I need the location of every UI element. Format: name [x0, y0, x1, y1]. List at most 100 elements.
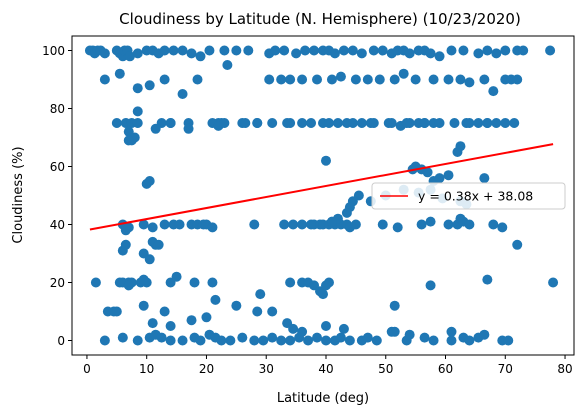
x-tick-label: 40	[318, 362, 333, 376]
x-tick-label: 80	[557, 362, 572, 376]
data-point	[159, 74, 170, 85]
data-point	[479, 173, 490, 184]
data-point	[347, 118, 358, 128]
x-tick-label: 0	[83, 362, 91, 376]
data-point	[153, 239, 164, 250]
data-point	[323, 118, 334, 128]
data-point	[159, 45, 170, 56]
data-point	[392, 222, 403, 233]
data-point	[434, 118, 445, 128]
data-point	[335, 71, 346, 82]
data-point	[150, 123, 161, 134]
data-point	[464, 219, 475, 230]
data-point	[377, 45, 388, 56]
data-point	[320, 155, 331, 166]
data-point	[350, 219, 361, 230]
data-point	[285, 277, 296, 288]
data-point	[512, 74, 523, 85]
data-point	[111, 118, 122, 128]
data-point	[356, 48, 367, 59]
data-point	[144, 254, 155, 265]
data-point	[368, 45, 379, 56]
data-point	[350, 74, 361, 85]
data-point	[174, 219, 185, 230]
data-point	[389, 300, 400, 311]
data-point	[186, 48, 197, 59]
data-point	[338, 323, 349, 334]
x-axis: 0 10 20 30 40 50 60 70 80	[83, 355, 573, 376]
data-point	[282, 118, 293, 128]
data-point	[291, 48, 302, 59]
data-point	[443, 170, 454, 181]
data-point	[497, 222, 508, 233]
data-point	[512, 239, 523, 250]
data-point	[347, 45, 358, 56]
data-point	[455, 74, 466, 85]
data-point	[482, 118, 493, 128]
data-point	[258, 335, 269, 346]
data-point	[371, 335, 382, 346]
data-point	[320, 321, 331, 331]
data-point	[297, 326, 308, 337]
x-tick-label: 10	[139, 362, 154, 376]
data-point	[297, 118, 308, 128]
data-point	[138, 300, 149, 311]
y-axis: 0 20 40 60 80 100	[42, 44, 72, 348]
data-point	[491, 118, 502, 128]
data-point	[332, 118, 343, 128]
data-point	[548, 277, 559, 288]
data-point	[428, 335, 439, 346]
data-point	[99, 48, 110, 59]
data-point	[189, 277, 200, 288]
data-point	[165, 118, 176, 128]
data-point	[240, 118, 251, 128]
data-point	[368, 118, 379, 128]
data-point	[144, 176, 155, 186]
data-point	[404, 48, 415, 59]
data-point	[338, 45, 349, 56]
data-point	[201, 312, 212, 323]
data-point	[195, 51, 206, 62]
data-point	[443, 219, 454, 230]
data-point	[225, 335, 236, 346]
data-point	[491, 48, 502, 59]
data-point	[389, 74, 400, 85]
data-point	[356, 118, 367, 128]
data-point	[249, 335, 260, 346]
data-point	[482, 45, 493, 56]
data-point	[264, 74, 275, 85]
data-point	[177, 45, 188, 56]
data-point	[297, 74, 308, 85]
data-point	[312, 332, 323, 343]
legend: y = 0.38x + 38.08	[371, 182, 566, 210]
data-point	[318, 289, 328, 300]
data-point	[329, 48, 340, 59]
data-point	[479, 329, 490, 340]
data-point	[177, 89, 188, 99]
data-point	[231, 300, 242, 311]
data-point	[120, 239, 131, 250]
data-point	[279, 219, 290, 230]
data-point	[425, 216, 436, 227]
data-point	[147, 222, 158, 233]
data-point	[344, 335, 355, 346]
data-point	[237, 332, 248, 343]
data-point	[425, 48, 436, 59]
data-point	[171, 271, 182, 282]
data-point	[132, 48, 143, 59]
data-point	[111, 306, 122, 317]
data-point	[488, 219, 499, 230]
data-point	[267, 118, 278, 128]
data-point	[509, 118, 520, 128]
data-point	[473, 118, 484, 128]
data-point	[503, 335, 514, 346]
data-point	[488, 86, 499, 97]
data-point	[117, 332, 128, 343]
data-point	[377, 219, 388, 230]
data-point	[207, 222, 218, 233]
data-point	[186, 315, 197, 326]
legend-label: y = 0.38x + 38.08	[418, 189, 533, 204]
data-point	[177, 335, 188, 346]
data-point	[159, 306, 170, 317]
